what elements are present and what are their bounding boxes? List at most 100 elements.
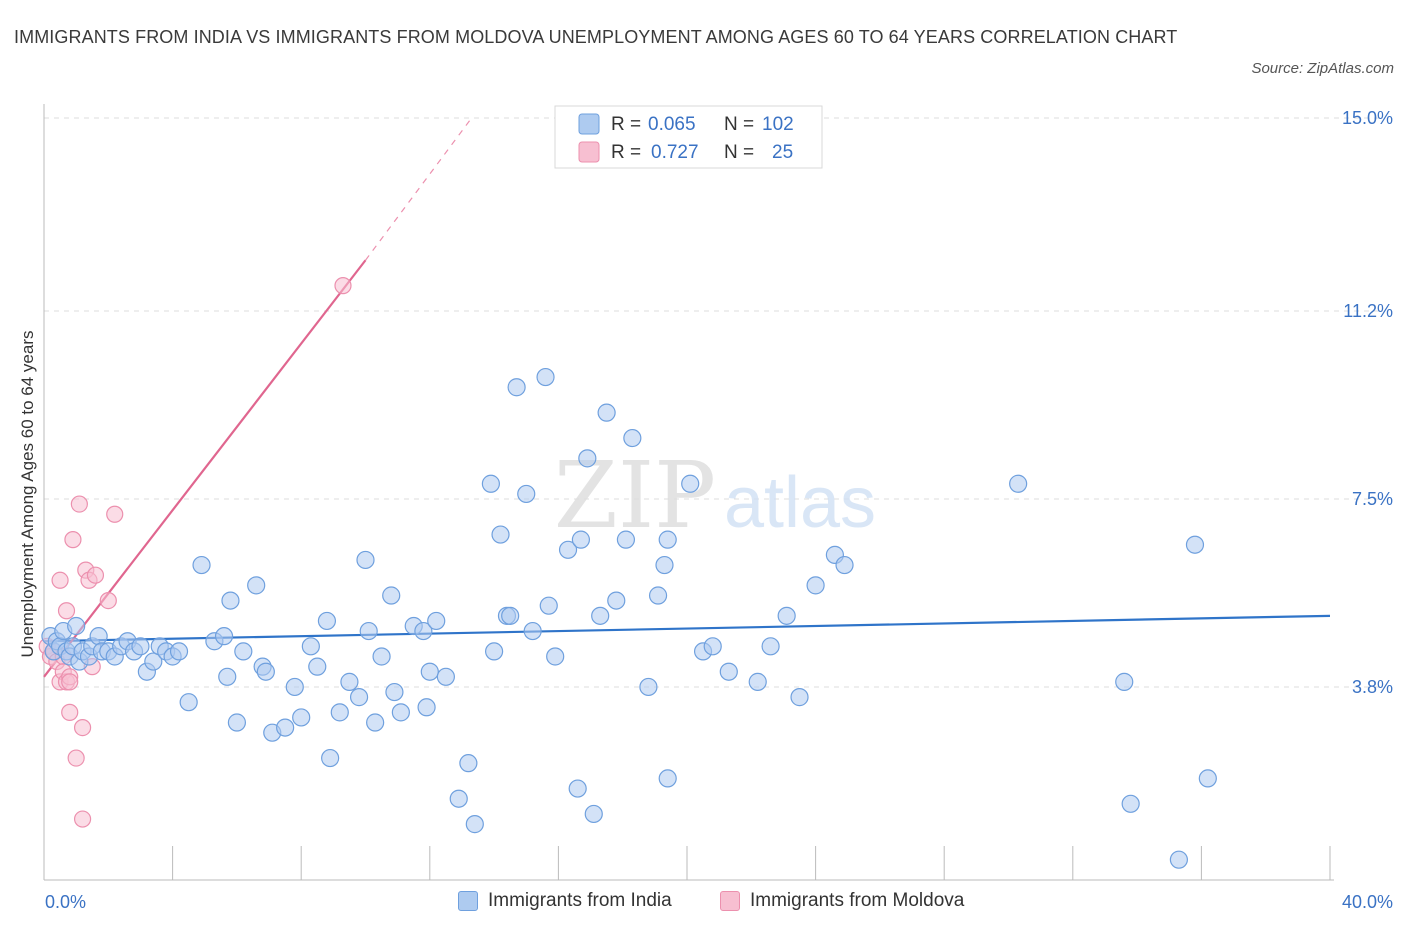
india-point-50 [359, 621, 378, 641]
india-point-60 [427, 611, 446, 631]
moldova-point-11 [61, 703, 79, 721]
india-point-13 [89, 627, 108, 646]
legend-swatch-india [578, 113, 600, 135]
moldova-point-17 [73, 718, 92, 737]
india-points [41, 367, 1217, 869]
legend-n-label-india: N = [724, 114, 754, 135]
moldova-trend-line [43, 259, 367, 678]
legend-n-label-moldova: N = [724, 142, 754, 163]
legend-r-value-moldova: 0.727 [651, 142, 699, 163]
moldova-point-14 [67, 749, 85, 767]
moldova-point-21 [86, 566, 105, 584]
india-point-95 [748, 672, 767, 691]
india-point-47 [340, 672, 359, 691]
india-point-53 [382, 586, 401, 605]
india-point-96 [761, 637, 780, 656]
india-point-80 [584, 804, 603, 824]
india-point-79 [578, 449, 597, 468]
y-tick-label-3: 15.0% [1342, 108, 1393, 128]
india-point-88 [658, 769, 677, 788]
axes [43, 104, 1334, 881]
india-point-107 [1198, 769, 1217, 788]
legend-swatch-moldova [578, 141, 600, 163]
legend-swatch-moldova-bottom [720, 891, 740, 911]
watermark: ZIP atlas [554, 442, 876, 549]
legend-r-label-india: R = [611, 114, 641, 135]
india-point-54 [385, 682, 404, 702]
india-point-98 [790, 688, 809, 707]
y-tick-label-2: 11.2% [1343, 301, 1393, 321]
moldova-point-5 [51, 571, 69, 589]
india-point-64 [465, 815, 484, 834]
moldova-point-22 [99, 591, 117, 610]
moldova-point-24 [334, 277, 352, 295]
india-point-62 [449, 789, 468, 808]
india-point-31 [218, 667, 237, 686]
india-point-28 [192, 555, 211, 575]
legend-label-india: Immigrants from India [488, 890, 672, 911]
y-tick-label-0: 3.8% [1352, 677, 1393, 697]
india-point-32 [221, 591, 240, 610]
india-point-83 [607, 591, 626, 610]
legend-item-india: Immigrants from India [458, 890, 672, 912]
legend-bottom: Immigrants from India Immigrants from Mo… [0, 890, 1406, 916]
india-point-48 [349, 688, 369, 707]
watermark-atlas: atlas [724, 463, 876, 543]
india-point-63 [459, 754, 478, 773]
india-point-72 [523, 621, 542, 641]
india-point-59 [420, 662, 439, 681]
tick-labels: 3.8% 7.5% 11.2% 15.0% 0.0% 40.0% [45, 108, 1393, 912]
india-point-41 [292, 708, 311, 727]
india-point-44 [317, 611, 337, 631]
y-axis-label: Unemployment Among Ages 60 to 64 years [18, 331, 37, 658]
india-point-27 [179, 693, 198, 712]
india-point-84 [616, 530, 636, 549]
x-tick-label-0: 0.0% [45, 892, 86, 912]
india-point-85 [623, 428, 642, 448]
india-point-74 [539, 596, 558, 615]
india-point-20 [131, 637, 150, 656]
india-point-105 [1169, 850, 1188, 869]
india-point-65 [481, 474, 500, 493]
moldova-point-13 [64, 531, 82, 549]
india-point-93 [703, 637, 722, 656]
moldova-point-15 [70, 495, 88, 513]
india-point-49 [356, 550, 375, 570]
india-point-101 [835, 555, 854, 575]
legend-n-value-moldova: 25 [772, 142, 793, 163]
moldova-point-8 [57, 602, 76, 620]
source-label: Source: ZipAtlas.com [1251, 60, 1394, 77]
india-point-43 [308, 657, 327, 676]
india-point-46 [330, 703, 349, 722]
legend-n-value-india: 102 [762, 114, 794, 135]
gridlines [44, 117, 1380, 688]
india-point-73 [536, 367, 555, 387]
chart-title: IMMIGRANTS FROM INDIA VS IMMIGRANTS FROM… [14, 27, 1178, 47]
india-point-66 [485, 642, 504, 661]
trend-lines [43, 117, 1331, 678]
india-point-34 [234, 642, 253, 661]
x-tick-label-1: 40.0% [1342, 892, 1393, 912]
india-point-39 [276, 718, 295, 737]
moldova-points [38, 277, 352, 828]
india-point-67 [491, 525, 510, 544]
moldova-trend-extension [365, 117, 473, 261]
india-point-33 [227, 713, 246, 732]
moldova-point-23 [106, 505, 124, 523]
india-point-26 [169, 642, 189, 661]
india-point-106 [1185, 535, 1205, 554]
india-point-86 [639, 677, 658, 697]
india-point-76 [558, 540, 578, 559]
india-point-103 [1115, 672, 1134, 691]
india-point-22 [144, 652, 163, 671]
legend-swatch-india-bottom [458, 891, 478, 911]
india-point-102 [1009, 474, 1028, 493]
india-point-87 [648, 586, 668, 605]
india-point-58 [417, 698, 436, 717]
legend-r-value-india: 0.065 [648, 114, 696, 135]
moldova-point-12 [61, 673, 79, 691]
india-point-97 [777, 606, 796, 625]
india-point-82 [597, 403, 616, 422]
india-point-77 [568, 779, 587, 798]
